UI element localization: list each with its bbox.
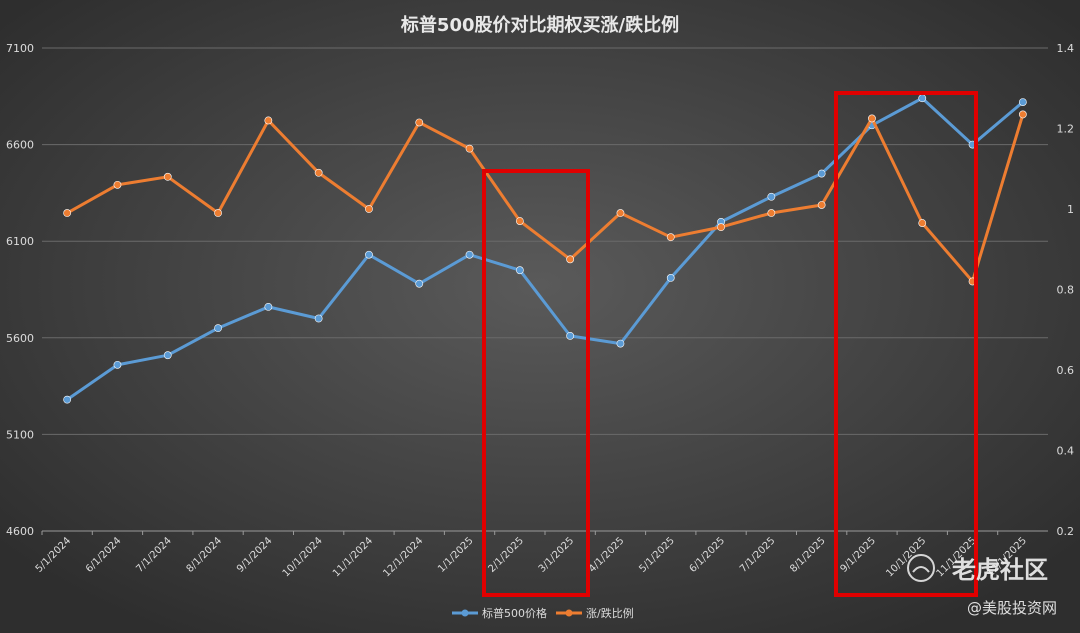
data-point [465,144,474,153]
right-axis-ticks: 0.2 0.4 0.6 0.8 1 1.2 1.4 [1057,42,1075,538]
left-tick-label: 5100 [6,428,34,441]
data-point [767,192,776,201]
data-point [515,217,524,225]
series-group [63,94,1027,404]
highlight-box [834,91,978,597]
right-tick-label: 1.2 [1057,123,1075,136]
data-point [767,209,776,217]
legend-marker [565,609,573,617]
data-point [163,351,172,360]
right-tick-label: 1 [1067,203,1074,216]
data-point [415,118,424,127]
data-point [1018,98,1027,106]
data-point [566,255,575,264]
left-axis-ticks: 4600 5100 5600 6100 6600 7100 [6,42,34,538]
data-point [264,116,273,125]
data-point [163,172,172,181]
data-point [63,209,72,217]
data-point [63,395,72,404]
data-point [817,201,826,209]
data-point [666,274,675,282]
data-point [616,339,625,348]
watermark-logo: 老虎社区 [952,556,1048,584]
data-point [314,314,323,323]
chart-title: 标普500股价对比期权买涨/跌比例 [400,14,679,36]
data-point [918,94,927,103]
data-point [365,250,373,259]
left-tick-label: 7100 [6,42,34,55]
data-point [1018,110,1027,119]
series-line [65,112,1025,283]
highlight-boxes [482,91,978,597]
legend-label: 涨/跌比例 [586,606,634,620]
watermark: 老虎社区 @美股投资网 [907,554,1057,617]
legend-label: 标普500价格 [482,606,547,620]
data-point [113,360,122,369]
data-point [918,219,927,227]
data-point [616,209,625,217]
data-point [113,180,122,189]
data-point [214,324,222,333]
left-tick-label: 6100 [6,235,34,248]
legend-marker [461,609,469,617]
legend: 标普500价格 涨/跌比例 [452,606,634,620]
data-point [314,168,323,177]
data-point [365,205,373,213]
right-tick-label: 0.2 [1057,525,1075,538]
data-point [666,233,675,242]
watermark-sub: @美股投资网 [967,599,1057,617]
data-point [214,209,222,217]
data-point [465,250,474,259]
right-tick-label: 1.4 [1057,42,1075,55]
left-tick-label: 4600 [6,525,34,538]
data-point [717,223,725,232]
right-tick-label: 0.8 [1057,284,1075,297]
data-point [264,302,273,311]
data-point [515,266,524,275]
data-point [868,114,876,123]
right-tick-label: 0.6 [1057,364,1075,377]
tiger-logo-icon [907,554,935,582]
data-point [415,279,424,288]
right-tick-label: 0.4 [1057,445,1075,458]
left-tick-label: 5600 [6,332,34,345]
data-point [566,331,575,340]
highlight-box [482,169,590,597]
data-point [817,169,826,178]
left-tick-label: 6600 [6,139,34,152]
